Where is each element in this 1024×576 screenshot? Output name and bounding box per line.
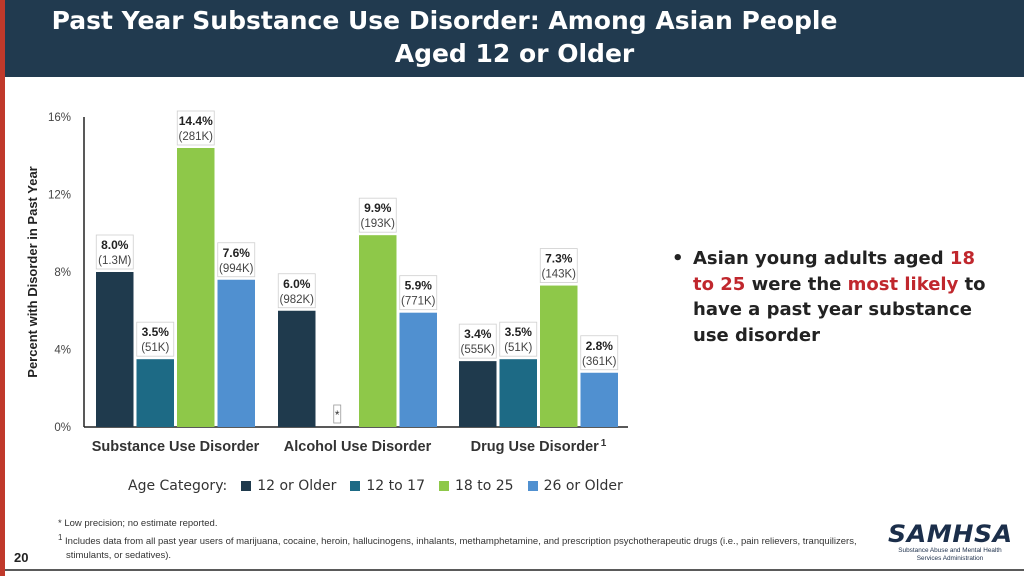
legend-item-18-to-25: 18 to 25 bbox=[438, 478, 514, 494]
key-finding-bullet: • Asian young adults aged 18 to 25 were … bbox=[672, 246, 1002, 348]
data-label-box bbox=[539, 248, 578, 283]
legend-item-12-to-17: 12 to 17 bbox=[350, 478, 425, 494]
data-label-box bbox=[95, 234, 134, 270]
bullet-highlight-most-likely: most likely bbox=[847, 273, 959, 295]
data-label-count: (51K) bbox=[504, 342, 532, 354]
bar-26-or-older bbox=[217, 279, 255, 427]
data-label-count: (555K) bbox=[460, 344, 495, 356]
footnote-low-precision: * Low precision; no estimate reported. bbox=[58, 518, 218, 529]
footnote-mark: 1 bbox=[58, 533, 63, 542]
bar-18-to-25 bbox=[359, 235, 397, 427]
title-bar bbox=[5, 0, 1024, 77]
bar-26-or-older bbox=[399, 312, 437, 427]
data-label-count: (51K) bbox=[141, 342, 169, 354]
x-category-label: Drug Use Disorder 1 bbox=[471, 438, 607, 455]
data-label-percent: 8.0% bbox=[101, 238, 129, 252]
data-label-box bbox=[580, 335, 619, 371]
data-label-percent: 14.4% bbox=[179, 114, 213, 128]
footnote-text: Includes data from all past year users o… bbox=[62, 536, 857, 562]
x-category-label: Substance Use Disorder bbox=[92, 439, 260, 455]
data-label-box bbox=[458, 323, 497, 359]
bar-18-to-25 bbox=[177, 148, 215, 427]
legend-label: 12 to 17 bbox=[366, 478, 425, 494]
bottom-divider bbox=[5, 569, 1024, 571]
footnote-drug-definition: 1 Includes data from all past year users… bbox=[58, 531, 858, 563]
bar-12-to-17 bbox=[499, 359, 537, 427]
category-superscript: 1 bbox=[601, 438, 607, 449]
data-label-box bbox=[277, 273, 316, 309]
data-label-count: (361K) bbox=[582, 356, 617, 368]
data-label-percent: 2.8% bbox=[586, 339, 614, 353]
data-label-percent: 6.0% bbox=[283, 277, 311, 291]
page-title: Past Year Substance Use Disorder: Among … bbox=[5, 4, 1024, 70]
y-tick-label: 8% bbox=[54, 267, 71, 279]
data-label-count: (281K) bbox=[178, 131, 213, 143]
logo-subtitle-2: Services Administration bbox=[916, 555, 984, 562]
bullet-dot: • bbox=[672, 248, 684, 269]
legend-title: Age Category: bbox=[128, 478, 228, 494]
legend-item-26-or-older: 26 or Older bbox=[527, 478, 623, 494]
data-label-box bbox=[136, 321, 175, 357]
data-label-count: (143K) bbox=[541, 269, 576, 281]
data-label-percent: 3.4% bbox=[464, 327, 492, 341]
y-tick-label: 16% bbox=[48, 112, 71, 124]
data-label-count: (982K) bbox=[279, 294, 314, 306]
bar-26-or-older bbox=[580, 372, 618, 427]
low-precision-marker: * bbox=[335, 408, 340, 422]
title-line-1: Past Year Substance Use Disorder: Among … bbox=[51, 6, 838, 35]
left-accent-strip bbox=[0, 0, 5, 576]
data-label-count: (193K) bbox=[360, 218, 395, 230]
footnotes: * Low precision; no estimate reported. 1… bbox=[58, 517, 858, 563]
data-label-count: (994K) bbox=[219, 263, 254, 275]
bullet-highlight-age: 18 to 25 bbox=[693, 248, 975, 295]
data-label-box bbox=[399, 275, 438, 311]
y-axis-label: Percent with Disorder in Past Year bbox=[25, 166, 40, 377]
y-tick-label: 0% bbox=[54, 422, 71, 434]
legend-label: 18 to 25 bbox=[454, 478, 514, 494]
bullet-text-1: Asian young adults aged bbox=[693, 248, 950, 269]
data-label-box bbox=[358, 197, 397, 233]
bar-chart: Percent with Disorder in Past Year 0% 4% 8%… bbox=[25, 110, 628, 455]
legend-swatch bbox=[527, 481, 538, 491]
data-label-percent: 5.9% bbox=[405, 279, 433, 293]
data-label-box bbox=[499, 321, 538, 357]
bar-18-to-25 bbox=[540, 285, 578, 427]
samhsa-logo: SAMHSA Substance Abuse and Mental Health… bbox=[880, 521, 1020, 571]
chart-legend: Age Category: 12 or Older 12 to 17 18 to… bbox=[128, 476, 637, 496]
logo-subtitle-1: Substance Abuse and Mental Health bbox=[898, 547, 1002, 554]
data-label-percent: 3.5% bbox=[505, 325, 533, 339]
y-tick-label: 4% bbox=[54, 345, 71, 357]
data-label-count: (771K) bbox=[401, 296, 436, 308]
legend-swatch bbox=[350, 481, 361, 491]
legend-label: 26 or Older bbox=[543, 478, 623, 494]
bullet-text-3: to have a past year substance use disord… bbox=[693, 273, 986, 346]
bar-12-or-older bbox=[459, 361, 497, 427]
bar-12-or-older bbox=[96, 272, 134, 427]
x-category-label: Alcohol Use Disorder bbox=[284, 439, 432, 455]
key-finding-text: Asian young adults aged 18 to 25 were th… bbox=[693, 246, 1002, 348]
page-number: 20 bbox=[14, 550, 29, 565]
legend-swatch bbox=[241, 481, 252, 491]
bar-12-to-17 bbox=[136, 359, 174, 427]
data-label-box bbox=[217, 242, 256, 278]
legend-swatch bbox=[438, 481, 449, 491]
bar-12-or-older bbox=[278, 310, 316, 427]
y-tick-label: 12% bbox=[48, 190, 71, 202]
data-label-percent: 7.3% bbox=[545, 252, 573, 266]
data-label-percent: 3.5% bbox=[142, 325, 170, 339]
legend-label: 12 or Older bbox=[257, 478, 337, 494]
data-label-box bbox=[176, 110, 215, 146]
data-label-percent: 9.9% bbox=[364, 201, 392, 215]
legend-item-12-or-older: 12 or Older bbox=[241, 478, 336, 494]
logo-wordmark: SAMHSA bbox=[887, 520, 1013, 548]
bullet-text-2: were the bbox=[745, 273, 848, 295]
low-precision-box bbox=[333, 404, 342, 424]
data-label-count: (1.3M) bbox=[98, 255, 131, 267]
data-label-percent: 7.6% bbox=[223, 246, 251, 260]
title-line-2: Aged 12 or Older bbox=[394, 39, 635, 68]
